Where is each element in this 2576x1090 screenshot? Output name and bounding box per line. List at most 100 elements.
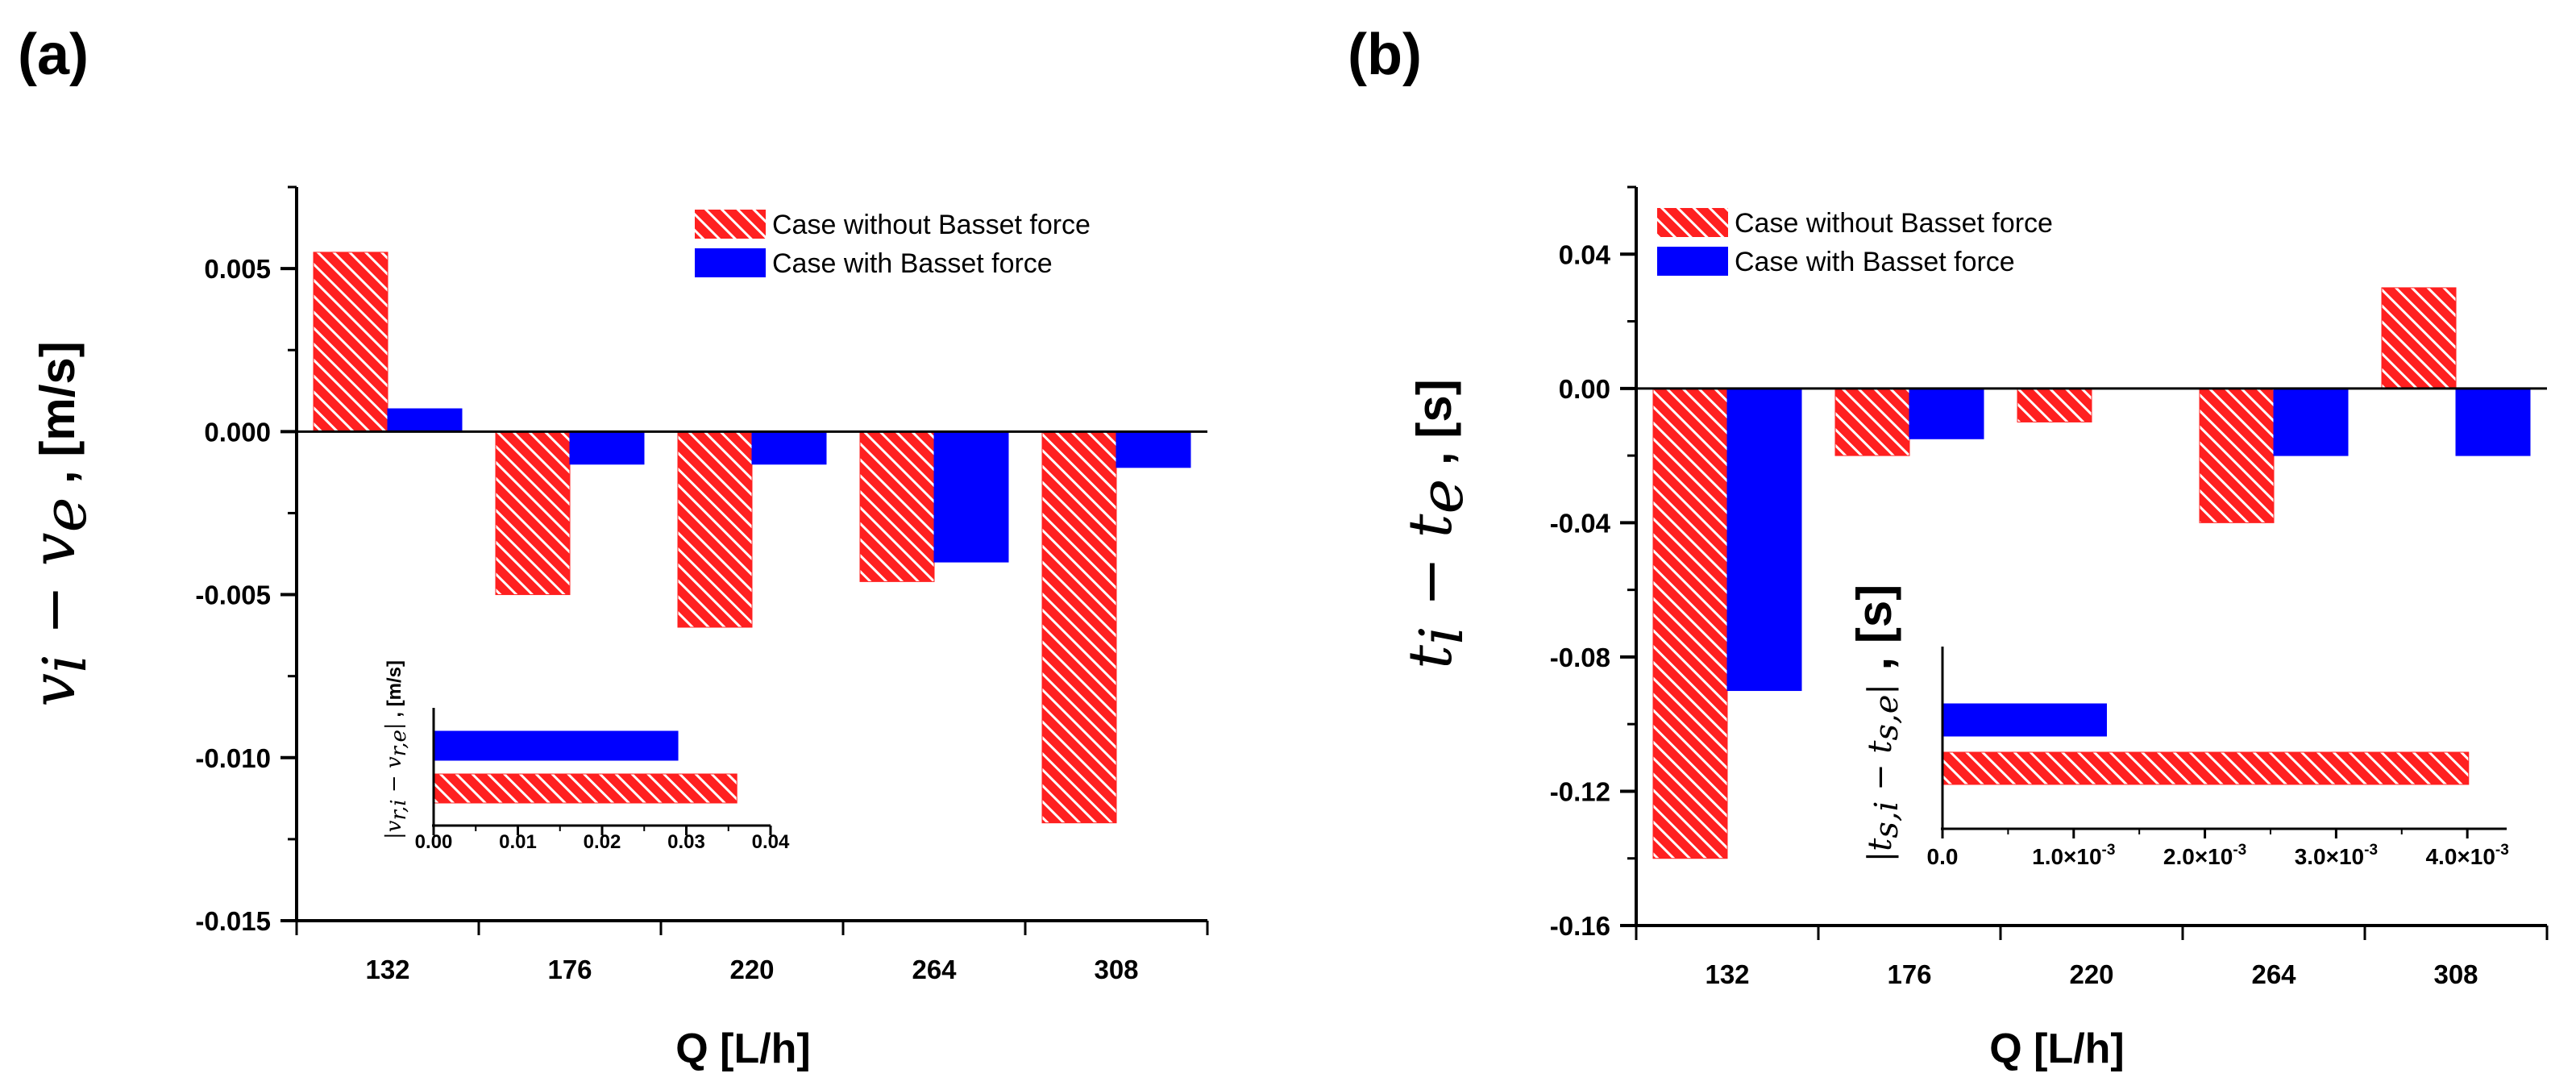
panel-a-x-tick-label-264: 264 [912,955,957,984]
panel-a-bar-with-264 [933,431,1009,563]
panel-a-ylabel-sub2: e [31,497,100,533]
panel-a-bar-without-220 [677,431,753,628]
panel-a-x-tick-label-132: 132 [365,955,409,984]
panel-a-x-tick-label-176: 176 [547,955,592,984]
panel-a-ylabel-sub1: i [31,654,100,673]
panel-a-inset-x-tick-label-mantissa: 0.02 [584,831,621,853]
panel-a-legend: Case without Basset force Case with Bass… [695,210,1091,279]
panel-b-inset-ylabel-var2: t [1862,740,1899,754]
panel-b-inset-x-tick-label-mantissa: 4.0×10 [2425,844,2495,869]
panel-a: (a) vi − ve , [m/s] Q [L/h] 0.0050.000-0… [18,23,1209,1072]
panel-a-bar-without-176 [495,431,571,596]
panel-b-ylabel-var2: t [1396,514,1465,538]
svg-text:|ts,i − ts,e| , [s]: |ts,i − ts,e| , [s] [1847,585,1905,862]
panel-b-inset-ylabel-var1: t [1862,838,1899,851]
panel-b-x-tick-label-264: 264 [2251,959,2296,989]
panel-a-bar-with-308 [1116,431,1191,468]
panel-b-inset-x-tick-label-mantissa: 3.0×10 [2295,844,2364,869]
panel-b-bar-with-264 [2273,388,2349,456]
panel-b-inset-x-tick-label-mantissa: 0.0 [1927,844,1959,869]
panel-a-legend-label-without: Case without Basset force [772,210,1091,240]
panel-a-inset-x-tick-label: 0.01 [499,831,537,853]
panel-b-inset-x-tick-label: 4.0×10-3 [2425,842,2508,869]
panel-b-y-tick-label: 0.04 [1559,239,1611,269]
panel-b-inset-ylabel-close: | [1862,684,1899,694]
panel-a-y-axis-title: vi − ve , [m/s] [19,341,100,707]
panel-b-legend: Case without Basset force Case with Bass… [1657,208,2053,277]
panel-a-bar-with-132 [387,408,463,432]
panel-b-inset-ylabel-unit: , [s] [1847,585,1901,684]
panel-a-bar-without-308 [1041,431,1117,824]
panel-b-inset-x-tick-label: 3.0×10-3 [2295,842,2378,869]
panel-b-inset: 0.0 1.0×10-3 2.0×10-3 3.0×10-3 4.0×10-3 [1927,647,2509,869]
panel-a-x-tick-label-308: 308 [1094,955,1138,984]
panel-b-inset-x-tick-label: 1.0×10-3 [2032,842,2115,869]
panel-b-y-tick-label: -0.12 [1550,776,1610,806]
panel-a-inset-ylabel-var2: v [382,756,406,768]
panel-b-inset-x-tick-label: 0.0 [1927,844,1959,869]
panel-b-bar-without-308 [2381,287,2457,389]
panel-b: (b) ti − te , [s] Q [L/h] 0.040.00-0.04-… [1348,23,2549,1072]
panel-b-inset-ylabel-minus: − [1862,754,1899,801]
panel-b-bar-with-308 [2455,388,2531,456]
panel-a-inset-bar-without [433,773,737,804]
panel-b-inset-x-tick-label-mantissa: 2.0×10 [2163,844,2233,869]
panel-b-bar-without-132 [1652,388,1728,859]
panel-a-inset-x-tick-label: 0.00 [415,831,453,853]
panel-a-y-tick-label: 0.005 [204,254,271,284]
svg-text:vi − ve , [m/s]: vi − ve , [m/s] [19,341,100,707]
panel-a-bar-without-264 [859,431,935,582]
panel-b-inset-x-tick-label-exponent: -3 [2102,842,2116,859]
panel-b-x-tick-label-132: 132 [1705,959,1749,989]
panel-b-bar-without-264 [2199,388,2275,523]
panel-a-y-tick-label: -0.005 [195,580,271,610]
panel-b-inset-x-tick-label-exponent: -3 [2495,842,2509,859]
panel-b-inset-x-tick-label-exponent: -3 [2364,842,2378,859]
panel-a-inset-x-tick-label: 0.03 [667,831,705,853]
panel-b-y-tick-label: 0.00 [1559,374,1610,404]
panel-a-inset-ylabel-close: | [382,722,406,730]
panel-b-bar-with-176 [1909,388,1984,439]
panel-a-inset-bar-with [433,730,679,761]
svg-text:ti − te , [s]: ti − te , [s] [1396,379,1477,668]
panel-b-inset-bar-with [1942,703,2107,737]
panel-b-legend-label-with: Case with Basset force [1735,247,2015,277]
panel-b-x-tick-label-220: 220 [2069,959,2113,989]
panel-a-inset-x-tick-label-mantissa: 0.00 [415,831,453,853]
panel-b-x-axis-title: Q [L/h] [1989,1026,2125,1072]
panel-b-ylabel-sub1: i [1407,626,1477,645]
panel-b-inset-ylabel-open: | [1862,851,1899,862]
panel-b-y-tick-label: -0.08 [1550,643,1610,672]
panel-b-ylabel-sub2: e [1407,479,1477,514]
panel-a-inset-y-axis-title: |vr,i − vr,e| , [m/s] [382,660,411,839]
panel-b-inset-bar-without [1942,751,2470,785]
panel-a-bar-with-176 [569,431,645,465]
panel-a-ylabel-unit: , [m/s] [31,341,85,497]
panel-a-inset-ylabel-var1: v [382,820,406,832]
panel-b-ylabel-minus: − [1396,538,1465,626]
panel-a-y-tick-label: -0.010 [195,743,271,773]
panel-b-inset-x-tick-label-mantissa: 1.0×10 [2032,844,2101,869]
panel-a-inset-x-tick-label-mantissa: 0.01 [499,831,537,853]
panel-b-plot: 0.04 0.00 -0.04 -0.08 -0.12 -0.16 132 176 220 264… [1550,185,2549,989]
panel-a-x-tick-label-220: 220 [729,955,774,984]
panel-b-y-axis-title: ti − te , [s] [1396,379,1477,668]
panel-a-legend-swatch-with [695,248,766,277]
panel-b-bar-without-176 [1834,388,1910,456]
panel-b-inset-ylabel-sub1: s,i [1868,801,1905,838]
panel-a-label: (a) [18,23,89,87]
panel-b-inset-ylabel-sub2: s,e [1868,695,1905,741]
panel-a-inset-x-tick-label: 0.04 [752,831,790,853]
panel-a-y-tick-label: -0.015 [195,906,271,936]
panel-b-x-tick-label-308: 308 [2433,959,2478,989]
panel-a-ylabel-var1: v [19,673,89,707]
panel-b-bar-with-132 [1726,388,1802,692]
panel-a-inset-x-tick-label: 0.02 [584,831,621,853]
panel-a-inset-ylabel-sub1: r,i [387,799,411,820]
panel-a-inset-x-tick-label-mantissa: 0.04 [752,831,790,853]
panel-a-inset: 0.00 0.01 0.02 0.03 0.04 [415,708,790,853]
panel-b-x-tick-label-176: 176 [1887,959,1931,989]
panel-a-bar-without-132 [313,252,388,432]
panel-a-inset-ylabel-unit: , [m/s] [384,660,405,722]
